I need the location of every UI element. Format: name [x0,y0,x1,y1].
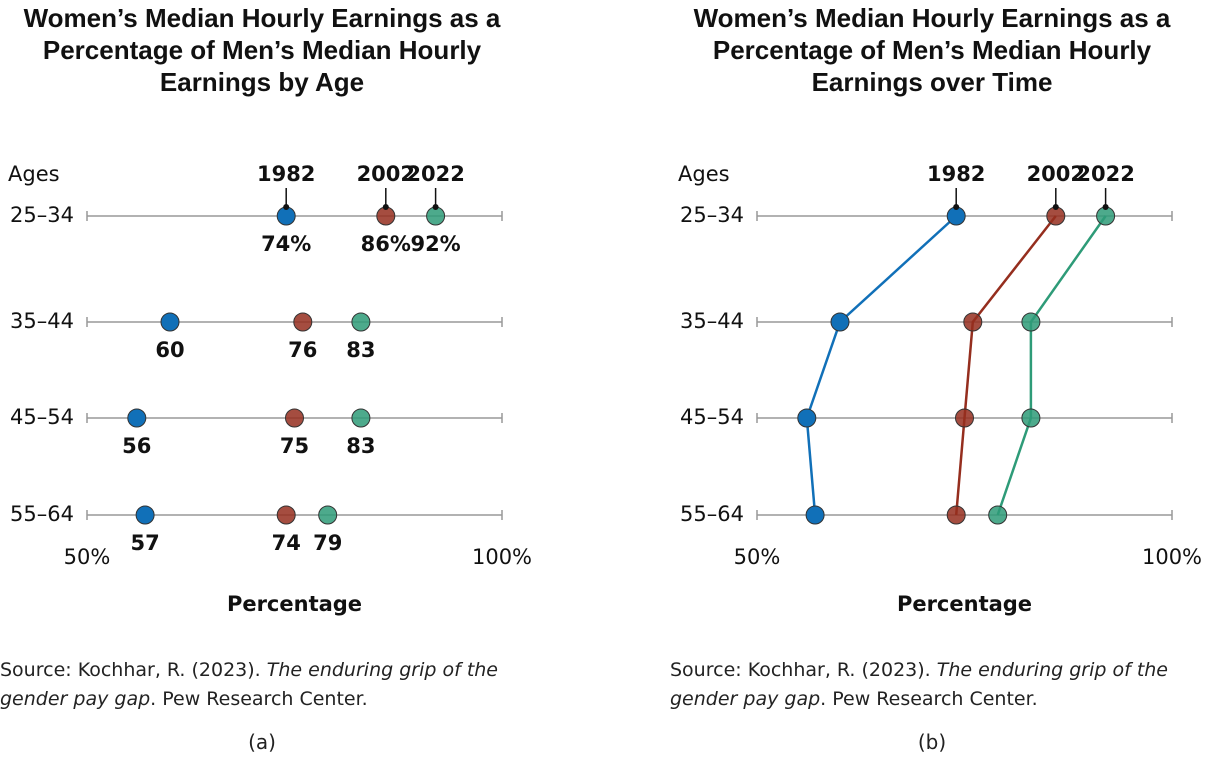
dot [1021,312,1041,332]
legend-label: 2022 [406,162,464,186]
dot [830,312,850,332]
dot [988,505,1008,525]
caption: (b) [917,730,947,754]
legend-label: 1982 [927,162,985,186]
value-label: 86% [361,232,411,256]
category-label: 45–54 [10,405,74,429]
dot [955,408,974,428]
category-label: 25–34 [680,203,744,227]
dot [797,408,817,428]
series-line [954,215,1057,516]
value-label: 83 [346,434,375,458]
dot [293,312,313,332]
dot [127,408,147,428]
value-label: 92% [410,232,460,256]
chart-title: Women’s Median Hourly Earnings as a Perc… [23,3,501,97]
value-label: 74% [261,232,311,256]
source-note: Source: Kochhar, R. (2023). The enduring… [670,656,1207,714]
legend-label: 2002 [357,162,415,186]
x-tick-label: 50% [64,545,111,569]
dot [351,312,371,332]
category-label: 55–64 [680,502,744,526]
caption: (a) [248,730,276,754]
x-axis-label: Percentage [227,592,362,616]
source-title: The enduring grip of the gender pay gap [0,659,498,710]
category-label: 25–34 [10,203,74,227]
category-label: 35–44 [680,309,744,333]
dot [318,505,338,525]
x-axis-label: Percentage [897,592,1032,616]
dot [160,312,180,332]
legend-pointer-dot [382,204,389,210]
y-axis-label: Ages [8,162,60,186]
source-title: The enduring grip of the gender pay gap [670,659,1168,710]
value-label: 79 [313,531,342,555]
dot [276,505,296,525]
source-text: . Pew Research Center. [820,688,1038,710]
source-text: Source: Kochhar, R. (2023). [0,659,267,681]
source-text: Source: Kochhar, R. (2023). [670,659,937,681]
dot [805,505,825,525]
value-label: 57 [130,531,159,555]
legend-label: 2022 [1076,162,1134,186]
value-label: 60 [155,338,184,362]
legend-pointer-dot [432,204,439,210]
x-tick-label: 100% [1142,545,1202,569]
legend-pointer-dot [1052,204,1059,210]
value-label: 76 [288,338,317,362]
value-label: 56 [122,434,151,458]
chart-title: Women’s Median Hourly Earnings as a Perc… [693,3,1171,97]
category-label: 35–44 [10,309,74,333]
value-label: 83 [346,338,375,362]
source-text: . Pew Research Center. [150,688,368,710]
series-line [996,215,1107,516]
value-label: 75 [280,434,309,458]
legend-pointer-dot [1102,204,1109,210]
dot [285,408,304,428]
legend-label: 2002 [1027,162,1085,186]
legend-label: 1982 [257,162,315,186]
series-line [805,215,958,516]
category-label: 55–64 [10,502,74,526]
dot [351,408,371,428]
dot [135,505,155,525]
y-axis-label: Ages [678,162,730,186]
legend-pointer-dot [953,204,960,210]
category-label: 45–54 [680,405,744,429]
x-tick-label: 100% [472,545,532,569]
dot [1021,408,1041,428]
legend-pointer-dot [283,204,290,210]
source-note: Source: Kochhar, R. (2023). The enduring… [0,656,540,714]
dot [963,312,983,332]
dot [946,505,966,525]
x-tick-label: 50% [734,545,781,569]
value-label: 74 [272,531,301,555]
